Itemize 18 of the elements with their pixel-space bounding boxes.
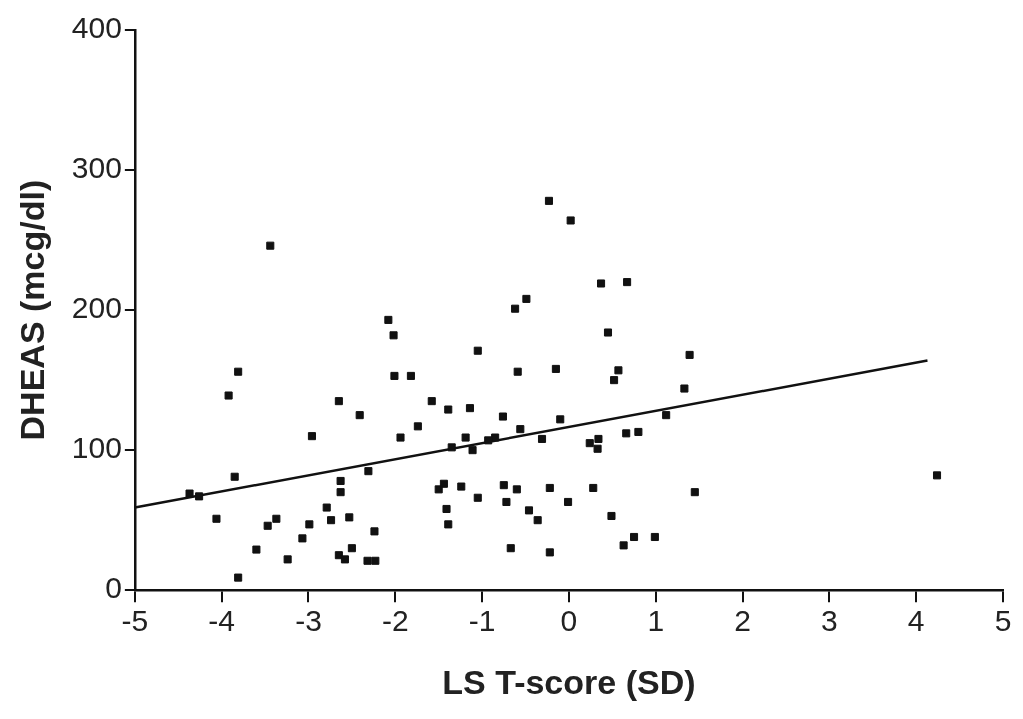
x-tick-label: -2 <box>381 604 409 638</box>
x-tick-label: 3 <box>821 604 838 638</box>
y-tick-label: 0 <box>105 571 122 605</box>
x-tick-label: -4 <box>208 604 236 638</box>
x-tick-label: -5 <box>121 604 149 638</box>
x-axis-title: LS T-score (SD) <box>442 662 696 701</box>
y-tick-label: 300 <box>71 151 122 185</box>
x-tick-label: -3 <box>295 604 322 638</box>
y-tick-label: 200 <box>71 291 122 325</box>
y-axis-title: DHEAS (mcg/dl) <box>12 179 51 441</box>
y-tick-label: 100 <box>71 431 122 465</box>
x-tick-label: 0 <box>560 604 578 638</box>
x-tick-label: 2 <box>734 604 751 638</box>
x-tick-label: 5 <box>994 604 1012 638</box>
x-tick-label: -1 <box>468 604 496 638</box>
x-tick-label: 1 <box>647 604 665 638</box>
y-tick-label: 400 <box>71 11 122 45</box>
x-tick-label: 4 <box>907 604 925 638</box>
